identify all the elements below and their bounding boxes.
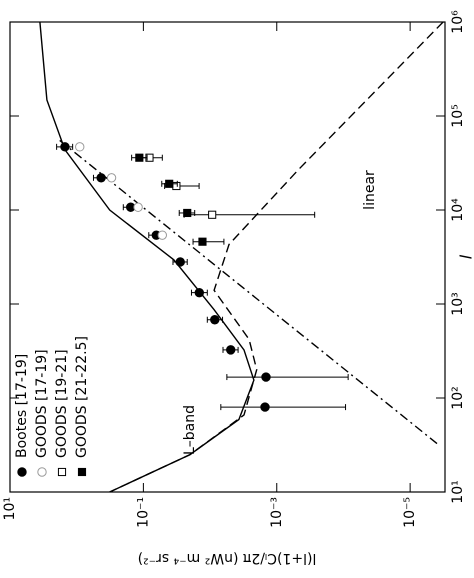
y-tick-label: 10⁻¹ [135,497,151,528]
data-point [208,210,217,219]
data-point [96,173,106,183]
data-point [194,287,205,298]
y-axis-label: l(l+1)Cₗ/2π (nW² m⁻⁴ sr⁻²) [138,550,317,566]
data-point [157,230,168,240]
plot-area: 10¹ 10² 10³ 10⁴ 10⁵ 10⁶ 10¹ 10⁻¹ 10⁻³ 10⁻⁵ l l(l+1)… [2,10,474,566]
x-tick-label: 10² [450,386,466,409]
x-tick-label: 10¹ [450,480,466,503]
data-point [135,153,144,162]
y-tick-label: 10¹ [2,497,18,520]
model-curve [109,21,444,493]
x-tick-label: 10⁶ [450,10,466,34]
annotation: linear [362,170,378,210]
data-point [261,372,271,382]
x-tick-label: 10³ [450,292,466,315]
model-curve [59,139,439,446]
data-point [226,345,236,355]
data-point [183,208,192,218]
data-point [60,142,70,152]
legend-marker [77,467,87,477]
y-tick-label: 10⁻⁵ [402,497,418,528]
data-point [260,402,270,412]
x-tick-label: 10⁵ [450,104,466,127]
y-tick-label: 10⁻³ [269,497,285,528]
x-tick-label: 10⁴ [450,198,466,222]
data-point [210,315,220,325]
model-curve [39,21,255,493]
legend-marker [57,467,67,477]
legend-marker [37,467,47,477]
data-point [75,142,85,152]
data-point [175,257,185,267]
data-point [198,237,207,246]
legend-label: GOODS [17-19] [34,349,50,458]
data-point [165,179,174,188]
plot-frame [9,21,446,493]
annotation: L–band [182,405,198,455]
data-point [106,173,117,183]
legend-label: Bootes [17-19] [14,354,30,458]
legend-marker [17,467,27,477]
x-axis-label: l [457,254,474,259]
legend-label: GOODS [19-21] [54,349,70,458]
data-point [133,202,143,212]
legend-label: GOODS [21-22.5] [74,336,90,458]
